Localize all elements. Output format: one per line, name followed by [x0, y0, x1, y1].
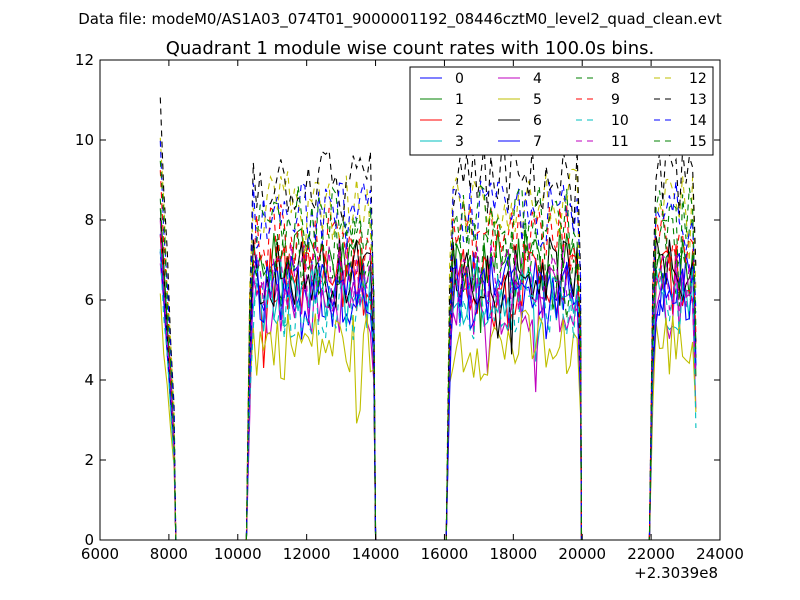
legend-label-7: 7 [533, 134, 542, 150]
x-offset-label: +2.3039e8 [634, 564, 718, 582]
x-tick-label: 18000 [489, 545, 537, 563]
legend-label-11: 11 [611, 134, 629, 150]
legend-label-4: 4 [533, 71, 542, 87]
series-line-6 [159, 217, 697, 540]
x-tick-label: 24000 [696, 545, 744, 563]
x-tick-label: 22000 [627, 545, 675, 563]
series-line-0 [159, 233, 697, 540]
series-line-9 [159, 170, 697, 540]
series-line-14 [159, 140, 697, 540]
series-line-7 [159, 251, 697, 540]
series-line-8 [159, 198, 697, 540]
x-tick-label: 10000 [214, 545, 262, 563]
y-tick-label: 0 [84, 531, 94, 549]
legend-label-1: 1 [455, 92, 464, 108]
y-tick-label: 4 [84, 371, 94, 389]
legend-label-15: 15 [689, 134, 707, 150]
x-tick-label: 12000 [283, 545, 331, 563]
legend-box [409, 66, 714, 156]
series-line-1 [159, 208, 697, 540]
y-tick-label: 2 [84, 451, 94, 469]
series-line-12 [159, 137, 697, 540]
legend-label-0: 0 [455, 71, 464, 87]
series-line-2 [159, 235, 697, 540]
series-line-5 [159, 293, 697, 540]
y-tick-label: 8 [84, 211, 94, 229]
legend-label-9: 9 [611, 92, 620, 108]
x-tick-label: 6000 [81, 545, 119, 563]
series-line-10 [159, 251, 697, 540]
legend-label-5: 5 [533, 92, 542, 108]
legend-label-6: 6 [533, 113, 542, 129]
axis-ticks: 6000 8000 10000 12000 14000 16000 18000 20000 22… [75, 51, 744, 563]
x-tick-label: 14000 [352, 545, 400, 563]
legend-label-2: 2 [455, 113, 464, 129]
x-tick-label: 16000 [421, 545, 469, 563]
y-tick-label: 10 [75, 131, 94, 149]
series-line-15 [159, 160, 697, 540]
legend-label-10: 10 [611, 113, 629, 129]
legend-label-12: 12 [689, 71, 707, 87]
series-layer [159, 97, 697, 540]
chart-title: Quadrant 1 module wise count rates with … [166, 38, 655, 59]
legend-label-14: 14 [689, 113, 707, 129]
legend-label-3: 3 [455, 134, 464, 150]
x-tick-label: 20000 [558, 545, 606, 563]
series-line-4 [159, 263, 697, 540]
legend-label-8: 8 [611, 71, 620, 87]
y-tick-label: 12 [75, 51, 94, 69]
y-tick-label: 6 [84, 291, 94, 309]
series-line-3 [159, 249, 697, 540]
legend-label-13: 13 [689, 92, 707, 108]
series-line-11 [159, 220, 697, 540]
figure-suptitle: Data file: modeM0/AS1A03_074T01_90000011… [78, 10, 722, 29]
series-line-13 [159, 97, 697, 540]
x-tick-label: 8000 [150, 545, 188, 563]
